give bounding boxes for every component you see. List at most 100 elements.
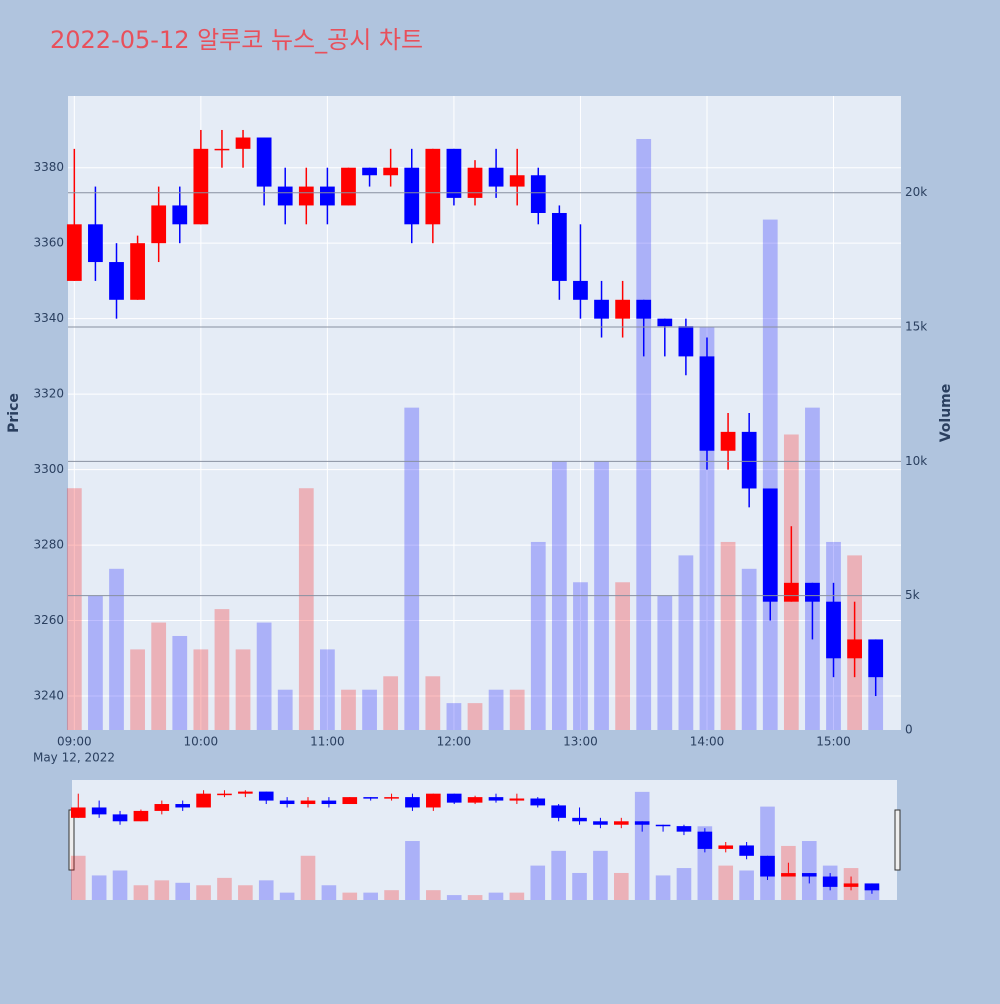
- slider-volume-bar: [634, 791, 650, 900]
- slider-volume-bar: [70, 855, 86, 900]
- x-tick-label: 09:00: [57, 735, 92, 749]
- y-axis-label: Price: [6, 393, 22, 433]
- candle-body: [699, 356, 715, 451]
- slider-volume-bar: [718, 865, 734, 900]
- volume-bar: [298, 488, 314, 730]
- chart-title: 2022-05-12 알루코 뉴스_공시 차트: [50, 26, 423, 54]
- slider-volume-bar: [760, 806, 775, 900]
- candle-body: [762, 488, 778, 602]
- candle-body: [277, 186, 293, 206]
- slider-candle-body: [258, 791, 274, 801]
- candle-body: [383, 167, 399, 176]
- x-tick-label: 11:00: [310, 735, 345, 749]
- volume-bar: [151, 622, 167, 730]
- candle-body: [256, 137, 272, 187]
- y-tick-label: 3260: [33, 613, 64, 627]
- slider-candle-body: [300, 800, 316, 805]
- slider-candle-body: [739, 845, 754, 856]
- slider-volume-bar: [676, 868, 692, 900]
- slider-volume-bar: [446, 895, 462, 900]
- slider-candle-body: [91, 807, 107, 815]
- candle-body: [720, 431, 736, 451]
- slider-candle-body: [133, 810, 149, 822]
- slider-candle-body: [864, 883, 880, 891]
- slider-candle-body: [321, 800, 337, 805]
- slider-candle-body: [822, 876, 838, 887]
- x-tick-label: 12:00: [437, 735, 472, 749]
- slider-candle-body: [426, 793, 441, 808]
- candle-body: [530, 175, 546, 213]
- candle-body: [66, 224, 82, 281]
- slider-volume-bar: [363, 892, 378, 900]
- slider-handle[interactable]: [894, 809, 901, 871]
- volume-bar: [404, 407, 420, 730]
- candle-body: [551, 212, 567, 281]
- slider-volume-bar: [551, 850, 566, 900]
- candle-body: [404, 167, 420, 225]
- y-tick-label: 3340: [33, 311, 64, 325]
- candle-body: [320, 186, 335, 206]
- slider-volume-bar: [175, 882, 191, 900]
- slider-volume-bar: [509, 892, 525, 900]
- volume-bar: [657, 595, 673, 730]
- slider-volume-bar: [405, 841, 420, 900]
- y2-tick-label: 10k: [905, 454, 927, 468]
- candle-body: [826, 601, 841, 659]
- volume-bar: [615, 582, 631, 730]
- candle-body: [151, 205, 167, 244]
- slider-candle-body: [530, 798, 546, 806]
- slider-candle-body: [593, 821, 608, 825]
- slider-volume-bar: [384, 890, 399, 900]
- slider-candle-body: [175, 804, 191, 808]
- slider-volume-bar: [488, 892, 504, 900]
- slider-volume-bar: [238, 885, 253, 900]
- slider-volume-bar: [154, 880, 170, 900]
- candle-body: [594, 299, 609, 319]
- volume-bar: [425, 676, 441, 730]
- slider-volume-bar: [593, 850, 608, 900]
- slider-volume-bar: [426, 890, 441, 900]
- y-tick-label: 3300: [33, 462, 64, 476]
- candle-body: [235, 137, 251, 149]
- slider-candle-body: [342, 797, 358, 805]
- slider-volume-bar: [739, 870, 754, 900]
- slider-candle-body: [467, 797, 483, 803]
- x-tick-label: 10:00: [184, 735, 219, 749]
- volume-bar: [805, 407, 820, 730]
- volume-bar: [573, 582, 588, 730]
- slider-candle-body: [217, 793, 232, 796]
- slider-candle-body: [613, 821, 629, 825]
- volume-bar: [530, 541, 546, 730]
- volume-bar: [214, 609, 230, 730]
- y-tick-label: 3360: [33, 236, 64, 250]
- slider-volume-bar: [300, 855, 316, 900]
- candle-body: [847, 639, 862, 659]
- candle-body: [488, 167, 504, 187]
- candle-body: [573, 280, 588, 300]
- slider-volume-bar: [530, 865, 546, 900]
- y2-tick-label: 15k: [905, 320, 927, 334]
- candle-body: [678, 326, 694, 357]
- volume-bar: [172, 635, 188, 730]
- slider-volume-bar: [258, 880, 274, 900]
- slider-candle-body: [196, 793, 211, 808]
- volume-bar: [88, 595, 103, 730]
- candle-body: [615, 299, 631, 319]
- slider-candle-body: [363, 797, 378, 799]
- slider-candle-body: [488, 797, 504, 801]
- candle-body: [425, 148, 441, 225]
- candle-body: [509, 175, 525, 187]
- volume-bar: [467, 703, 483, 730]
- slider-candle-body: [843, 883, 859, 887]
- slider-candle-body: [384, 797, 399, 799]
- x-tick-label: 15:00: [816, 735, 851, 749]
- slider-candle-body: [154, 804, 170, 811]
- slider-volume-bar: [133, 885, 149, 900]
- volume-bar: [720, 541, 736, 730]
- y-tick-label: 3320: [33, 387, 64, 401]
- slider-volume-bar: [279, 892, 295, 900]
- volume-bar: [383, 676, 399, 730]
- candle-body: [214, 148, 230, 151]
- volume-bar: [66, 488, 82, 730]
